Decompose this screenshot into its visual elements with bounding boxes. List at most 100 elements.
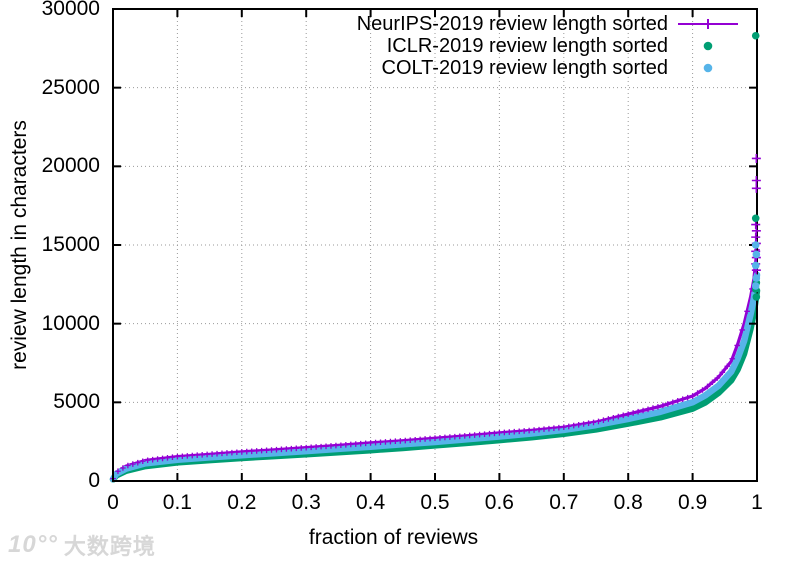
neurips-point-marker <box>650 405 656 411</box>
y-tick-label: 10000 <box>41 311 100 335</box>
neurips-point-marker <box>239 449 245 455</box>
neurips-point-marker <box>412 436 418 443</box>
neurips-point-marker <box>308 444 314 451</box>
neurips-point-marker <box>561 424 567 430</box>
neurips-point-marker <box>610 414 617 421</box>
neurips-point-marker <box>263 447 270 454</box>
neurips-point-marker <box>298 445 305 451</box>
linespoints-marker-icon <box>668 13 746 35</box>
x-tick-label: 0 <box>107 491 119 514</box>
neurips-point-marker <box>645 406 651 413</box>
x-axis-title: fraction of reviews <box>308 526 479 549</box>
neurips-point-marker <box>739 327 745 333</box>
neurips-point-marker <box>689 393 696 399</box>
neurips-point-marker <box>546 425 552 432</box>
neurips-point-marker <box>734 342 740 349</box>
x-tick-label: 0.1 <box>162 491 192 514</box>
neurips-point-marker <box>115 468 121 475</box>
neurips-point-marker <box>714 375 721 381</box>
neurips-point-marker <box>422 436 428 442</box>
neurips-point-marker <box>660 402 666 409</box>
neurips-point-marker <box>630 410 636 416</box>
legend-row-colt: COLT-2019 review length sorted <box>357 57 746 79</box>
x-tick-label: 0.7 <box>549 491 579 514</box>
neurips-point-marker <box>278 446 285 453</box>
neurips-point-marker <box>516 428 523 435</box>
neurips-point-marker <box>347 441 354 448</box>
neurips-point-marker <box>481 431 488 437</box>
neurips-point-marker <box>184 453 191 459</box>
neurips-point-marker <box>556 424 562 431</box>
neurips-point-marker <box>506 429 513 435</box>
neurips-point-marker <box>362 440 369 447</box>
neurips-point-marker <box>427 435 433 442</box>
neurips-point-marker <box>744 308 750 315</box>
neurips-point-marker <box>447 434 453 440</box>
neurips-point-marker <box>640 407 646 414</box>
neurips-point-marker <box>288 445 295 452</box>
neurips-point-marker <box>179 453 186 460</box>
neurips-point-marker <box>432 435 438 442</box>
x-tick-label: 0.6 <box>484 491 514 514</box>
colt-outlier-point <box>751 261 760 270</box>
neurips-point-marker <box>541 426 547 432</box>
dot-marker-icon <box>668 35 746 57</box>
neurips-point-marker <box>461 433 468 439</box>
y-axis-title: review length in characters <box>8 120 31 370</box>
neurips-point-marker <box>234 449 240 456</box>
x-tick-label: 0.9 <box>677 491 708 514</box>
neurips-point-marker <box>154 456 161 462</box>
x-tick-label: 0.8 <box>613 491 643 514</box>
iclr-outlier-point <box>751 214 760 223</box>
neurips-point-marker <box>456 433 463 440</box>
neurips-outlier-point <box>751 183 761 193</box>
neurips-point-marker <box>570 422 577 429</box>
neurips-point-marker <box>387 438 394 445</box>
neurips-point-marker <box>352 441 359 447</box>
neurips-point-marker <box>417 436 423 443</box>
neurips-outlier-point <box>751 175 761 185</box>
neurips-point-marker <box>273 446 280 453</box>
y-tick-label: 25000 <box>41 75 100 99</box>
neurips-point-marker <box>164 455 171 461</box>
x-tick-label: 0.4 <box>355 491 386 514</box>
neurips-point-marker <box>437 435 443 441</box>
y-tick-label: 0 <box>88 469 100 492</box>
iclr-outlier-point <box>752 293 761 301</box>
neurips-point-marker <box>595 418 602 425</box>
legend-label-colt: COLT-2019 review length sorted <box>381 56 668 79</box>
neurips-point-marker <box>194 452 201 458</box>
neurips-point-marker <box>620 412 627 419</box>
neurips-point-marker <box>134 459 141 466</box>
neurips-point-marker <box>709 379 716 386</box>
neurips-point-marker <box>397 438 404 444</box>
x-tick-label: 0.3 <box>291 491 321 514</box>
neurips-point-marker <box>283 446 290 452</box>
neurips-point-marker <box>130 461 136 467</box>
neurips-point-marker <box>684 394 691 401</box>
watermark-brand-text: 大数跨境 <box>63 534 156 559</box>
neurips-point-marker <box>125 462 131 469</box>
neurips-point-marker <box>486 430 493 437</box>
x-tick-label: 0.2 <box>227 491 257 514</box>
neurips-point-marker <box>343 442 349 448</box>
neurips-point-marker <box>229 449 235 456</box>
neurips-point-marker <box>144 457 151 464</box>
neurips-point-marker <box>551 425 557 431</box>
neurips-point-marker <box>625 411 631 417</box>
neurips-outlier-point <box>751 153 761 163</box>
watermark: 10°° 大数跨境 <box>8 529 156 561</box>
neurips-point-marker <box>189 452 196 459</box>
neurips-point-marker <box>590 419 597 426</box>
neurips-point-marker <box>253 448 260 454</box>
neurips-point-marker <box>313 444 319 450</box>
neurips-point-marker <box>392 438 399 445</box>
neurips-point-marker <box>323 443 329 450</box>
neurips-point-marker <box>699 387 706 393</box>
neurips-point-marker <box>333 442 339 449</box>
neurips-point-marker <box>694 390 701 396</box>
neurips-point-marker <box>442 434 448 441</box>
neurips-point-marker <box>536 426 542 433</box>
